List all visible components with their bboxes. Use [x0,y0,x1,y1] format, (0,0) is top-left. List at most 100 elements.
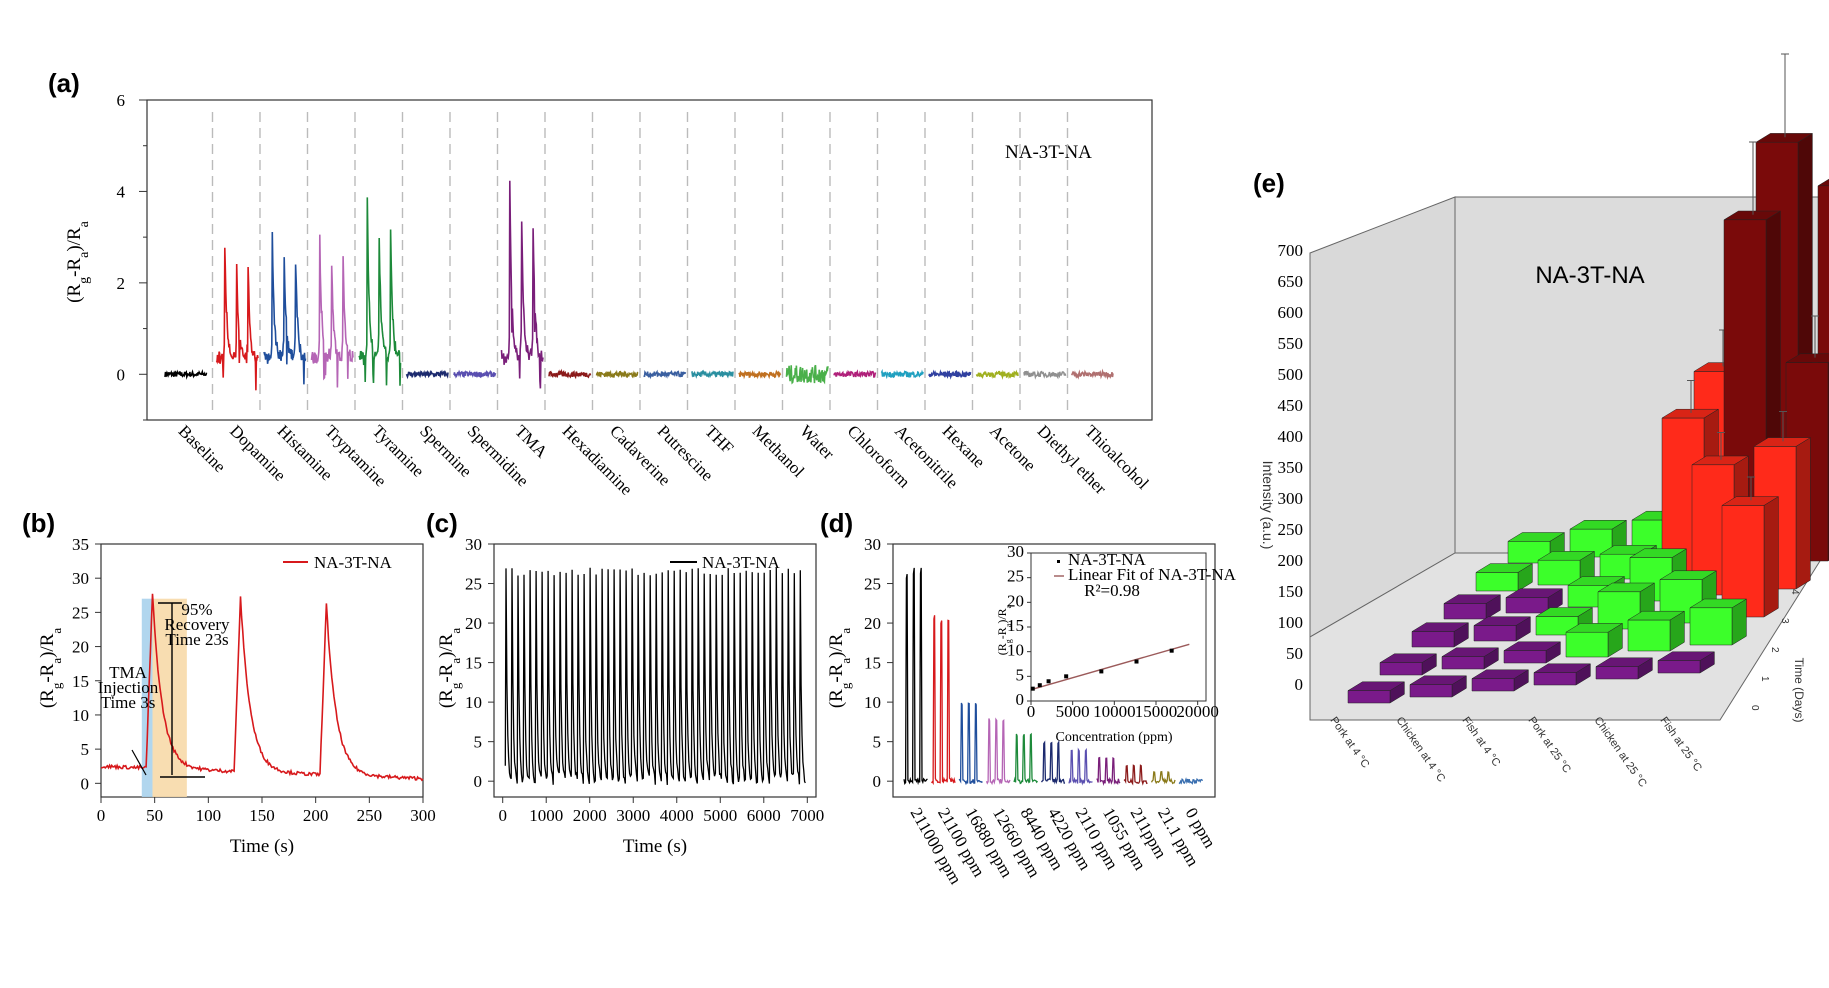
ytick-label-c: 30 [465,535,482,554]
category-label-e: Pork at 4 °C [1328,715,1372,771]
ztick-label-e: 150 [1278,582,1304,601]
xtick-label-c: 2000 [573,806,607,825]
annotation-b: Injection [98,678,159,697]
annotation-arrow-b [131,749,147,776]
ztick-label-e: 200 [1278,551,1304,570]
bar-top-e [1659,570,1718,580]
ytick-label-b: 35 [72,535,89,554]
series-trace-spermidine [453,369,497,379]
xtick-label-c: 6000 [747,806,781,825]
bar-top-e [1409,675,1468,685]
bar-top-e [1661,408,1720,419]
xtick-label-c: 3000 [616,806,650,825]
chart-c: Time (s) (Rg-Ra)/Ra 0 1000 2000 3000 4000 500… [436,535,824,857]
bar-top-e [1565,623,1624,633]
ztick-label-e: 700 [1278,241,1304,260]
ytick-label-d: 0 [873,772,882,791]
series-trace-thioalcohol [1070,368,1114,380]
series-trace-d [1013,732,1039,785]
ytick-label-c: 15 [465,654,482,673]
xtick-label-c: 5000 [703,806,737,825]
plot-frame-a [146,99,1153,421]
bar-top-e [1535,607,1594,617]
series-trace-thf [691,369,734,379]
category-label-e: Fish at 25 °C [1658,715,1704,774]
series-trace-d [930,615,956,786]
bar-top-e [1721,496,1780,506]
annotation-b: Time 23s [165,630,228,649]
chart-d: (Rg-Ra)/Ra Concentration (ppm) (Rg-Ra)/R… [826,535,1237,887]
inset-legend-text: NA-3T-NA [1068,550,1146,569]
series-trace-d [1150,770,1176,785]
series-trace-d [1040,740,1066,785]
bar-side-e [1763,496,1779,618]
ztick-label-e: 550 [1278,334,1304,353]
inset-data-point [1064,674,1069,679]
annotation-b: 95% [181,600,212,619]
plot-frame-d [892,543,1216,798]
bar-top-e [1347,681,1406,691]
bar-top-e [1657,651,1716,661]
xtick-label-a: Acetone [986,421,1039,474]
bar-e [1475,572,1519,592]
series-trace-dopamine [215,247,259,391]
bar-top-e [1723,210,1782,221]
series-trace-d [1068,747,1093,786]
xtick-label-b: 150 [249,806,275,825]
xtick-label-a: TMA [511,421,552,462]
ytick-label-b: 0 [81,774,90,793]
bar-top-e [1475,563,1534,573]
bar-e [1347,690,1391,704]
series-trace-d [1096,756,1121,787]
inset-legend-text: Linear Fit of NA-3T-NA [1068,565,1237,584]
annotation-b: TMA [109,663,148,682]
plot-frame-c [493,543,817,798]
bar-e [1627,619,1671,652]
xtick-label-b: 250 [357,806,383,825]
legend-text-b: NA-3T-NA [314,553,392,572]
bar-top-e [1689,598,1748,609]
xtick-label-c: 1000 [529,806,563,825]
series-trace-d [1123,764,1148,786]
bar-e [1379,662,1423,676]
ytick-label-b: 15 [72,672,89,691]
inset-data-point [1030,686,1035,691]
daytick-label-e: 0 [1749,705,1760,711]
ytick-label-a: 6 [117,91,126,110]
bar-top-e [1629,548,1688,558]
bar-e [1441,656,1485,670]
ztick-label-e: 100 [1278,613,1304,632]
bar-top-e [1817,178,1829,187]
xtick-label-b: 100 [196,806,222,825]
xtick-label-b: 200 [303,806,329,825]
bar-top-e [1691,455,1750,466]
bar-e [1595,666,1639,680]
injection-shade [141,598,153,797]
ztick-label-e: 350 [1278,458,1304,477]
series-trace-acetonitrile [880,368,924,380]
bar-e [1503,650,1547,664]
panel-label-e: (e) [1253,168,1285,198]
inset-xtick-label: 15000 [1135,702,1178,721]
bar-e [1473,625,1517,642]
inset-ytick-label: 30 [1007,542,1024,561]
annotation-b: Recovery [164,615,230,634]
series-trace-chloroform [833,369,877,379]
ztick-label-e: 250 [1278,520,1304,539]
legend-text-a: NA-3T-NA [1005,142,1092,163]
series-trace-c [504,567,806,785]
xtick-label-a: Baseline [175,421,230,476]
ztick-label-e: 650 [1278,272,1304,291]
chart-title-e: NA-3T-NA [1535,262,1644,289]
ytick-label-a: 0 [117,365,126,384]
panel-label-b: (b) [22,508,55,538]
bar-top-e [1753,437,1812,447]
series-trace-d [903,567,928,786]
inset-ytick-label: 20 [1007,591,1024,610]
category-label-e: Fish at 4 °C [1460,715,1503,769]
bar-top-e [1411,622,1470,632]
inset-frame-d [1030,552,1207,702]
ytick-label-d: 30 [864,535,881,554]
bar-e [1657,660,1701,674]
bar-e [1533,672,1577,686]
